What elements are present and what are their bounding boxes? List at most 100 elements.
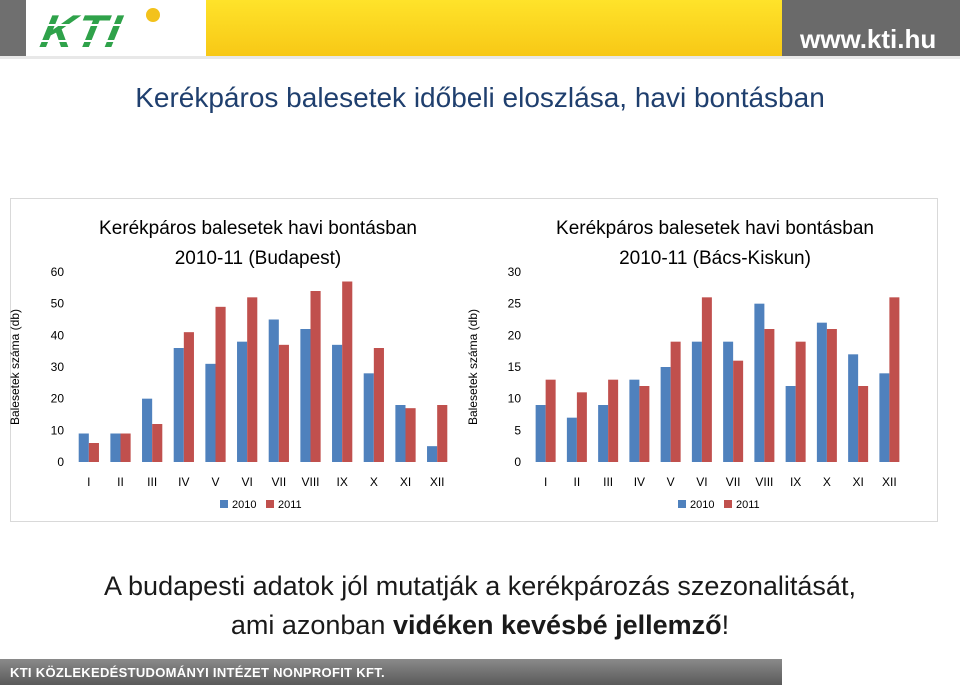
chart-title-line-1: Kerékpáros balesetek havi bontásban bbox=[99, 218, 417, 239]
bar-2010-II bbox=[566, 417, 577, 462]
legend-label-2010: 2010 bbox=[232, 499, 256, 511]
bar-2010-VI bbox=[237, 341, 248, 462]
x-tick-label: XII bbox=[882, 475, 897, 489]
bar-2010-IX bbox=[332, 344, 343, 462]
bar-2010-VI bbox=[691, 341, 702, 462]
logo-ball-icon bbox=[146, 8, 160, 22]
x-tick-label: VII bbox=[271, 475, 286, 489]
bar-2011-I bbox=[88, 443, 99, 462]
chart-title-line-2: 2010-11 (Budapest) bbox=[175, 248, 342, 269]
conclusion-suffix: ! bbox=[721, 610, 730, 640]
x-tick-label: VII bbox=[726, 475, 741, 489]
x-tick-label: XII bbox=[430, 475, 445, 489]
bar-2010-IV bbox=[173, 348, 184, 462]
y-tick-label: 10 bbox=[508, 392, 522, 406]
bar-2011-XII bbox=[889, 297, 900, 462]
bar-2011-IX bbox=[342, 281, 353, 462]
bar-2011-IX bbox=[795, 341, 806, 462]
logo-stripe bbox=[40, 40, 160, 42]
y-tick-label: 40 bbox=[51, 328, 65, 342]
legend-label-2011: 2011 bbox=[278, 499, 302, 511]
bar-2010-VII bbox=[723, 341, 734, 462]
legend-swatch-2011 bbox=[724, 500, 732, 508]
bar-2010-IX bbox=[785, 386, 796, 462]
x-tick-label: I bbox=[544, 475, 547, 489]
x-tick-label: III bbox=[147, 475, 157, 489]
bar-2011-X bbox=[826, 329, 837, 462]
bar-2010-V bbox=[205, 363, 216, 462]
conclusion-prefix: ami azonban bbox=[230, 610, 393, 640]
chart-bacs-kiskun: Kerékpáros balesetek havi bontásban 2010-… bbox=[466, 218, 900, 511]
bar-2011-VIII bbox=[764, 329, 775, 462]
y-tick-label: 30 bbox=[51, 360, 65, 374]
x-tick-label: X bbox=[370, 475, 378, 489]
banner-grey-right bbox=[782, 0, 960, 56]
bar-2010-XI bbox=[848, 354, 859, 462]
footer-text: KTI KÖZLEKEDÉSTUDOMÁNYI INTÉZET NONPROFI… bbox=[10, 665, 385, 680]
bar-2010-VIII bbox=[754, 303, 765, 462]
x-tick-label: II bbox=[574, 475, 581, 489]
x-tick-label: V bbox=[667, 475, 675, 489]
bar-2011-XI bbox=[405, 408, 416, 462]
legend-swatch-2010 bbox=[220, 500, 228, 508]
y-tick-label: 20 bbox=[508, 328, 522, 342]
bar-2010-VII bbox=[268, 319, 279, 462]
bar-2010-XII bbox=[879, 373, 890, 462]
bar-2010-III bbox=[142, 398, 153, 462]
y-tick-label: 60 bbox=[51, 265, 65, 279]
x-tick-label: IX bbox=[790, 475, 801, 489]
y-tick-label: 5 bbox=[514, 423, 521, 437]
bar-2010-XI bbox=[395, 405, 406, 462]
slide-title: Kerékpáros balesetek időbeli eloszlása, … bbox=[135, 82, 825, 113]
bar-2011-X bbox=[373, 348, 384, 462]
footer-right-blank bbox=[782, 659, 960, 685]
y-tick-label: 10 bbox=[51, 423, 65, 437]
bar-2011-IV bbox=[639, 386, 650, 462]
charts-panel bbox=[10, 198, 938, 522]
y-tick-label: 50 bbox=[51, 297, 65, 311]
bar-2010-X bbox=[363, 373, 374, 462]
x-tick-label: III bbox=[603, 475, 613, 489]
bar-2011-II bbox=[576, 392, 587, 462]
x-tick-label: VI bbox=[241, 475, 252, 489]
x-tick-label: IV bbox=[178, 475, 189, 489]
bar-2010-II bbox=[110, 433, 121, 462]
y-tick-label: 0 bbox=[57, 455, 64, 469]
bar-2010-I bbox=[535, 405, 546, 462]
bar-2011-I bbox=[545, 379, 556, 462]
bar-2011-VII bbox=[733, 360, 744, 462]
bar-2011-III bbox=[608, 379, 619, 462]
chart-budapest: Kerékpáros balesetek havi bontásban 2010-… bbox=[8, 218, 448, 511]
banner-divider bbox=[0, 56, 960, 59]
banner-yellow bbox=[206, 0, 782, 56]
bar-2010-III bbox=[598, 405, 609, 462]
logo-stripe bbox=[40, 24, 160, 26]
banner-grey-left bbox=[0, 0, 26, 56]
x-tick-label: X bbox=[823, 475, 831, 489]
bar-2011-IV bbox=[183, 332, 194, 462]
x-tick-label: IV bbox=[634, 475, 645, 489]
legend-swatch-2011 bbox=[266, 500, 274, 508]
top-banner bbox=[0, 0, 960, 56]
bar-2011-VI bbox=[247, 297, 258, 462]
bar-2011-VII bbox=[278, 344, 289, 462]
bar-2010-X bbox=[816, 322, 827, 462]
x-tick-label: V bbox=[211, 475, 219, 489]
bar-2011-III bbox=[152, 424, 163, 462]
y-tick-label: 15 bbox=[508, 360, 522, 374]
bar-2010-V bbox=[660, 367, 671, 462]
x-tick-label: VI bbox=[696, 475, 707, 489]
y-tick-label: 20 bbox=[51, 392, 65, 406]
y-axis-title: Balesetek száma (db) bbox=[466, 309, 480, 425]
chart-title-line-2: 2010-11 (Bács-Kiskun) bbox=[619, 248, 811, 269]
footer-bar: KTI KÖZLEKEDÉSTUDOMÁNYI INTÉZET NONPROFI… bbox=[0, 659, 782, 685]
bar-2011-XII bbox=[437, 405, 448, 462]
bar-2011-V bbox=[215, 306, 226, 462]
bar-2010-IV bbox=[629, 379, 640, 462]
y-tick-label: 25 bbox=[508, 297, 522, 311]
bar-2011-II bbox=[120, 433, 131, 462]
x-tick-label: XI bbox=[400, 475, 411, 489]
chart-title-line-1: Kerékpáros balesetek havi bontásban bbox=[556, 218, 874, 239]
x-tick-label: IX bbox=[336, 475, 347, 489]
